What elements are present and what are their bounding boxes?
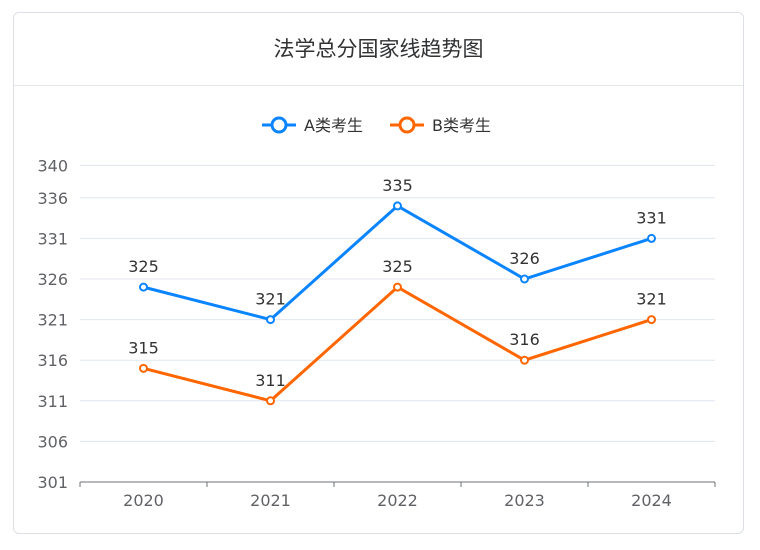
data-point — [139, 282, 148, 292]
data-label: 331 — [636, 208, 667, 227]
data-point — [266, 396, 275, 406]
data-point — [266, 315, 275, 325]
data-label: 321 — [636, 290, 667, 309]
legend-marker — [270, 116, 288, 134]
series-line-b — [143, 285, 652, 403]
data-label: 326 — [509, 249, 540, 268]
chart-card: 法学总分国家线趋势图 — [13, 12, 744, 534]
data-label: 316 — [509, 330, 540, 349]
data-point — [393, 282, 402, 292]
y-tick-label: 301 — [37, 473, 68, 492]
data-label: 311 — [255, 371, 286, 390]
y-tick-label: 321 — [37, 311, 68, 330]
y-tick-label: 326 — [37, 270, 68, 289]
y-tick-label: 316 — [37, 351, 68, 370]
x-tick-label: 2022 — [377, 491, 418, 510]
data-label: 315 — [128, 338, 159, 357]
x-tick-label: 2021 — [250, 491, 291, 510]
data-point — [393, 201, 402, 211]
data-point — [520, 274, 529, 284]
chart-title: 法学总分国家线趋势图 — [14, 13, 743, 86]
legend-marker — [398, 116, 416, 134]
y-tick-label: 311 — [37, 392, 68, 411]
y-tick-label: 331 — [37, 229, 68, 248]
data-point — [139, 363, 148, 373]
data-point — [647, 315, 656, 325]
legend-label: A类考生 — [304, 116, 363, 135]
y-tick-label: 340 — [37, 156, 68, 175]
data-point — [647, 233, 656, 243]
data-label: 335 — [382, 176, 413, 195]
x-tick-label: 2023 — [504, 491, 545, 510]
legend-label: B类考生 — [432, 116, 491, 135]
x-tick-label: 2020 — [123, 491, 164, 510]
data-label: 325 — [128, 257, 159, 276]
data-label: 325 — [382, 257, 413, 276]
x-tick-label: 2024 — [631, 491, 672, 510]
data-label: 321 — [255, 290, 286, 309]
y-tick-label: 336 — [37, 189, 68, 208]
data-point — [520, 355, 529, 365]
y-tick-label: 306 — [37, 432, 68, 451]
